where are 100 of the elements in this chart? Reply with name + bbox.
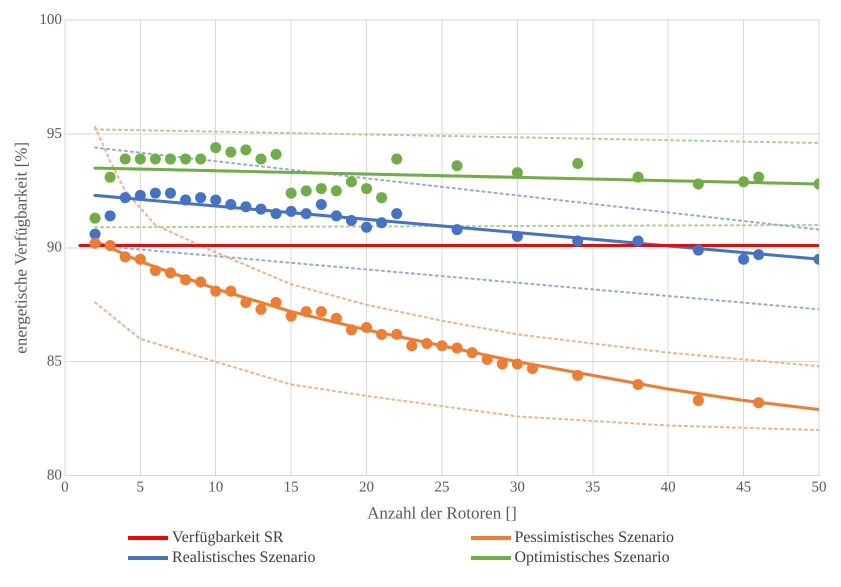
x-tick-label: 15 [284, 480, 299, 496]
point [255, 204, 266, 215]
point [512, 230, 523, 242]
x-tick-label: 10 [208, 480, 224, 496]
point [361, 222, 372, 233]
point [270, 208, 282, 220]
point [376, 328, 388, 340]
point [391, 153, 402, 164]
y-tick-label: 100 [39, 12, 62, 28]
point [330, 312, 342, 324]
point [346, 176, 357, 188]
point [225, 146, 236, 158]
point [90, 212, 101, 224]
point [692, 244, 704, 256]
point [632, 172, 644, 183]
point [572, 235, 584, 246]
point [572, 370, 584, 381]
point [496, 358, 508, 370]
point [270, 148, 282, 160]
y-tick-label: 90 [46, 240, 62, 256]
point [104, 240, 116, 252]
point [572, 158, 584, 170]
point [482, 354, 493, 365]
point [180, 194, 192, 206]
point [391, 328, 402, 340]
legend-label: Realistisches Szenario [172, 548, 316, 568]
x-tick-label: 45 [736, 480, 752, 496]
point [632, 235, 644, 246]
point [436, 340, 448, 352]
point [421, 338, 432, 349]
y-tick-label: 80 [46, 468, 62, 484]
y-tick-label: 95 [46, 126, 62, 142]
point [361, 183, 372, 194]
point [452, 224, 463, 236]
point [452, 342, 463, 354]
point [316, 306, 327, 318]
point [180, 274, 192, 286]
point [406, 340, 418, 352]
point [753, 172, 764, 183]
x-tick-label: 50 [812, 480, 826, 496]
x-tick-label: 0 [61, 480, 69, 496]
point [526, 363, 538, 374]
point [255, 153, 266, 164]
point [286, 206, 297, 217]
point [104, 172, 116, 183]
point [300, 185, 312, 196]
x-tick-label: 40 [660, 480, 676, 496]
point [286, 310, 297, 322]
point [466, 347, 478, 358]
point [164, 267, 176, 278]
point [134, 153, 146, 164]
point [391, 208, 402, 220]
point [738, 176, 750, 188]
point [286, 188, 297, 199]
point [210, 142, 222, 154]
point [240, 201, 252, 212]
point [150, 188, 161, 199]
point [692, 178, 704, 190]
x-axis-title: Anzahl der Rotoren [] [367, 503, 517, 522]
point [150, 265, 161, 276]
legend-label: Verfügbarkeit SR [172, 528, 284, 548]
point [376, 192, 388, 204]
point [316, 199, 327, 210]
point [330, 210, 342, 222]
point [300, 306, 312, 318]
point [195, 276, 206, 288]
point [150, 153, 161, 164]
point [240, 144, 252, 156]
line-series [94, 126, 819, 368]
point [512, 358, 523, 370]
point [692, 394, 704, 406]
point [120, 153, 131, 164]
point [104, 210, 116, 222]
point [225, 199, 236, 210]
point [120, 192, 131, 204]
point [120, 251, 131, 262]
point [738, 254, 750, 265]
point [346, 324, 357, 336]
point [90, 228, 101, 240]
point [134, 190, 146, 201]
point [753, 249, 764, 260]
x-tick-label: 35 [585, 480, 600, 496]
point [240, 296, 252, 308]
point [134, 254, 146, 265]
point [753, 397, 764, 408]
point [225, 286, 236, 297]
x-tick-label: 20 [359, 480, 374, 496]
point [632, 378, 644, 390]
point [376, 217, 388, 228]
x-tick-label: 5 [136, 480, 144, 496]
x-tick-label: 25 [434, 480, 450, 496]
point [270, 296, 282, 308]
y-axis-title: energetische Verfügbarkeit [%] [12, 142, 31, 354]
point [210, 194, 222, 206]
point [300, 208, 312, 220]
point [346, 214, 357, 226]
x-tick-label: 30 [510, 480, 525, 496]
point [452, 160, 463, 172]
point [255, 304, 266, 315]
point [330, 185, 342, 196]
